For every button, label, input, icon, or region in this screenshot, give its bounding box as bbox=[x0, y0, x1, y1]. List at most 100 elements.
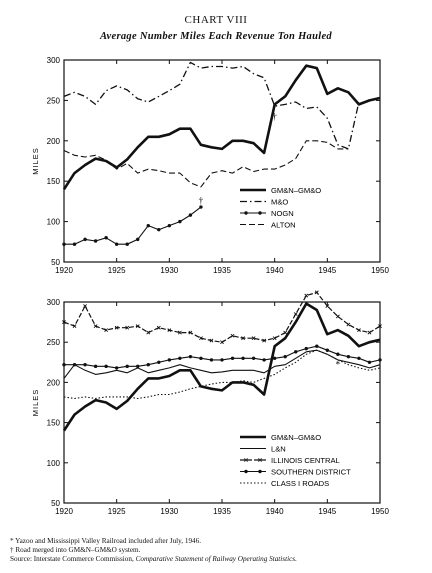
data-point bbox=[283, 330, 288, 335]
data-point bbox=[378, 358, 382, 362]
data-point bbox=[125, 242, 129, 246]
y-tick-label: 300 bbox=[47, 56, 61, 65]
data-point bbox=[104, 364, 108, 369]
data-point bbox=[188, 213, 193, 217]
data-point bbox=[220, 340, 224, 345]
annotation-mark: † bbox=[272, 112, 277, 122]
y-tick-label: 300 bbox=[47, 298, 61, 307]
source-title: Comparative Statement of Railway Operati… bbox=[135, 555, 297, 563]
legend-label: SOUTHERN DISTRICT bbox=[271, 468, 351, 477]
x-tick-label: 1930 bbox=[160, 507, 178, 516]
x-tick-label: 1920 bbox=[55, 266, 73, 275]
series-l-n bbox=[63, 349, 381, 379]
data-point bbox=[335, 314, 340, 319]
data-point bbox=[146, 363, 150, 367]
footnote-source: Source: Interstate Commerce Commission, … bbox=[10, 555, 297, 564]
x-tick-label: 1940 bbox=[266, 507, 284, 516]
series-class-i-roads bbox=[63, 349, 381, 400]
data-point bbox=[104, 236, 108, 240]
data-point bbox=[104, 328, 109, 333]
x-tick-label: 1945 bbox=[318, 507, 336, 516]
data-point bbox=[188, 330, 193, 335]
data-point bbox=[283, 354, 287, 359]
legend-label: CLASS I ROADS bbox=[271, 479, 329, 488]
legend-label: GM&N–GM&O bbox=[271, 433, 321, 442]
data-point bbox=[367, 360, 372, 364]
data-point bbox=[156, 325, 161, 330]
chart-title: Average Number Miles Each Revenue Ton Ha… bbox=[100, 31, 332, 42]
y-tick-label: 150 bbox=[47, 419, 61, 428]
y-axis-label: MILES bbox=[31, 147, 40, 175]
data-point bbox=[199, 336, 203, 341]
data-point bbox=[114, 242, 119, 246]
y-tick-label: 100 bbox=[47, 459, 61, 468]
y-axis-label: MILES bbox=[31, 389, 40, 417]
data-point bbox=[367, 330, 372, 335]
data-point bbox=[294, 350, 298, 354]
legend-label: NOGN bbox=[271, 209, 294, 218]
legend-marker bbox=[244, 211, 248, 215]
data-point bbox=[209, 358, 214, 362]
legend: GM&N–GM&O M&O NOGN ALTON bbox=[240, 186, 321, 230]
data-point bbox=[83, 237, 87, 242]
data-point bbox=[178, 356, 182, 360]
legend-marker bbox=[258, 469, 262, 474]
y-tick-label: 150 bbox=[47, 177, 61, 186]
series-line bbox=[63, 349, 381, 379]
series-gm-n-gm-o bbox=[62, 302, 381, 432]
chart-number: CHART VIII bbox=[184, 14, 248, 26]
data-point bbox=[325, 304, 330, 308]
data-point bbox=[135, 324, 140, 329]
x-tick-label: 1950 bbox=[371, 507, 389, 516]
series-m-o bbox=[63, 61, 360, 150]
legend-marker bbox=[244, 458, 248, 462]
series-line bbox=[63, 140, 349, 188]
data-point bbox=[125, 325, 130, 330]
data-point bbox=[93, 324, 98, 329]
legend-label: L&N bbox=[271, 445, 286, 454]
y-tick-label: 200 bbox=[47, 137, 61, 146]
data-point bbox=[209, 338, 214, 343]
series-line bbox=[63, 291, 381, 343]
data-point bbox=[146, 330, 151, 335]
chart-2: 1920 1925 1930 1935 1940 1945 1950 50 100 150 200 2… bbox=[31, 290, 389, 516]
data-point bbox=[83, 363, 87, 367]
x-tick-label: 1925 bbox=[108, 507, 126, 516]
data-point bbox=[346, 354, 351, 359]
legend-label: GM&N–GM&O bbox=[271, 186, 321, 195]
legend: GM&N–GM&O L&N ILLINOIS CENTRAL SOUTHERN DIS… bbox=[240, 433, 351, 488]
annotation-mark: † bbox=[199, 196, 204, 206]
data-point bbox=[93, 239, 98, 243]
data-point bbox=[357, 328, 361, 333]
data-point bbox=[346, 322, 351, 327]
data-point bbox=[72, 242, 77, 246]
y-tick-label: 50 bbox=[51, 258, 60, 267]
series-line bbox=[62, 302, 381, 432]
data-point bbox=[251, 336, 256, 341]
data-point bbox=[167, 328, 172, 333]
series-illinois-central bbox=[62, 290, 382, 345]
data-point bbox=[272, 356, 277, 360]
data-point bbox=[325, 348, 330, 352]
legend-marker bbox=[258, 211, 262, 215]
data-point bbox=[230, 356, 235, 360]
chart-1: 1920 1925 1930 1935 1940 1945 1950 50 100 150 200 2… bbox=[31, 56, 389, 275]
data-point bbox=[178, 219, 182, 224]
data-point bbox=[199, 205, 203, 209]
y-tick-label: 100 bbox=[47, 218, 61, 227]
data-point bbox=[167, 358, 172, 362]
series-southern-district bbox=[62, 344, 382, 370]
x-tick-label: 1935 bbox=[213, 266, 231, 275]
data-point bbox=[83, 304, 87, 308]
legend-label: M&O bbox=[271, 198, 288, 207]
data-point bbox=[157, 360, 161, 364]
data-point bbox=[230, 333, 235, 338]
data-point bbox=[62, 320, 66, 325]
x-tick-label: 1950 bbox=[371, 266, 389, 275]
x-tick-label: 1935 bbox=[213, 507, 231, 516]
y-tick-label: 200 bbox=[47, 378, 61, 387]
y-tick-label: 250 bbox=[47, 338, 61, 347]
data-point bbox=[199, 356, 203, 360]
x-tick-label: 1930 bbox=[160, 266, 178, 275]
